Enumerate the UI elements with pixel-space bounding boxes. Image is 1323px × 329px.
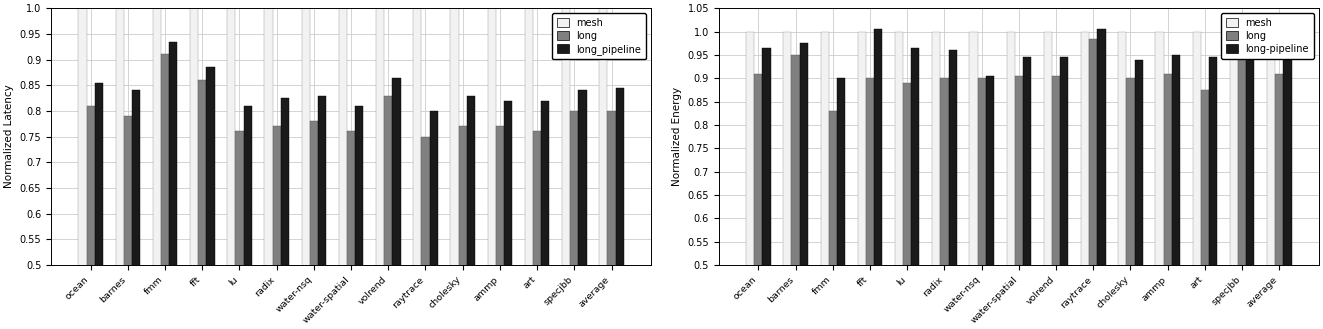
Bar bbox=[132, 90, 140, 329]
Bar bbox=[124, 116, 132, 329]
Bar bbox=[894, 32, 904, 329]
Bar bbox=[1201, 90, 1209, 329]
Bar bbox=[837, 78, 845, 329]
Bar bbox=[169, 41, 177, 329]
Bar bbox=[384, 95, 393, 329]
Bar bbox=[1097, 29, 1106, 329]
Bar bbox=[1192, 32, 1201, 329]
Y-axis label: Normalized Energy: Normalized Energy bbox=[672, 87, 681, 186]
Bar bbox=[875, 29, 882, 329]
Bar bbox=[1246, 41, 1254, 329]
Bar bbox=[1052, 76, 1060, 329]
Bar bbox=[562, 8, 570, 329]
Bar bbox=[1267, 32, 1275, 329]
Bar bbox=[1163, 74, 1172, 329]
Bar bbox=[986, 76, 994, 329]
Bar bbox=[941, 78, 949, 329]
Bar bbox=[525, 8, 533, 329]
Bar bbox=[459, 126, 467, 329]
Bar bbox=[1283, 50, 1291, 329]
Bar bbox=[746, 32, 754, 329]
Bar bbox=[422, 137, 430, 329]
Bar bbox=[828, 111, 837, 329]
Bar bbox=[1209, 57, 1217, 329]
Bar bbox=[1238, 55, 1246, 329]
Bar bbox=[1155, 32, 1163, 329]
Bar bbox=[430, 111, 438, 329]
Bar bbox=[799, 43, 808, 329]
Bar bbox=[228, 8, 235, 329]
Bar bbox=[115, 8, 124, 329]
Bar bbox=[1126, 78, 1135, 329]
Bar bbox=[1275, 74, 1283, 329]
Bar bbox=[1230, 32, 1238, 329]
Bar bbox=[243, 106, 251, 329]
Bar bbox=[235, 132, 243, 329]
Bar bbox=[912, 48, 919, 329]
Bar bbox=[791, 55, 799, 329]
Bar bbox=[302, 8, 310, 329]
Bar bbox=[318, 95, 327, 329]
Bar bbox=[1135, 60, 1143, 329]
Bar bbox=[339, 8, 347, 329]
Bar bbox=[949, 50, 957, 329]
Bar bbox=[607, 111, 615, 329]
Bar bbox=[504, 101, 512, 329]
Bar bbox=[1023, 57, 1031, 329]
Bar bbox=[355, 106, 364, 329]
Bar bbox=[1007, 32, 1015, 329]
Bar bbox=[578, 90, 586, 329]
Bar bbox=[467, 95, 475, 329]
Bar bbox=[413, 8, 422, 329]
Bar bbox=[820, 32, 828, 329]
Bar bbox=[857, 32, 865, 329]
Bar bbox=[450, 8, 459, 329]
Bar bbox=[206, 67, 214, 329]
Bar bbox=[533, 132, 541, 329]
Bar bbox=[599, 8, 607, 329]
Bar bbox=[265, 8, 273, 329]
Bar bbox=[1060, 57, 1068, 329]
Bar bbox=[488, 8, 496, 329]
Bar bbox=[1118, 32, 1126, 329]
Legend: mesh, long, long_pipeline: mesh, long, long_pipeline bbox=[552, 13, 646, 60]
Y-axis label: Normalized Latency: Normalized Latency bbox=[4, 85, 15, 189]
Bar bbox=[762, 48, 771, 329]
Bar bbox=[970, 32, 978, 329]
Bar bbox=[198, 80, 206, 329]
Legend: mesh, long, long-pipeline: mesh, long, long-pipeline bbox=[1221, 13, 1314, 59]
Bar bbox=[1081, 32, 1089, 329]
Bar bbox=[1089, 38, 1097, 329]
Bar bbox=[152, 8, 161, 329]
Bar bbox=[615, 88, 624, 329]
Bar bbox=[783, 32, 791, 329]
Bar bbox=[865, 78, 875, 329]
Bar bbox=[310, 121, 318, 329]
Bar bbox=[754, 74, 762, 329]
Bar bbox=[570, 111, 578, 329]
Bar bbox=[496, 126, 504, 329]
Bar bbox=[393, 78, 401, 329]
Bar bbox=[191, 8, 198, 329]
Bar bbox=[376, 8, 384, 329]
Bar bbox=[1015, 76, 1023, 329]
Bar bbox=[95, 83, 103, 329]
Bar bbox=[1044, 32, 1052, 329]
Bar bbox=[273, 126, 280, 329]
Bar bbox=[1172, 55, 1180, 329]
Bar bbox=[933, 32, 941, 329]
Bar bbox=[541, 101, 549, 329]
Bar bbox=[904, 83, 912, 329]
Bar bbox=[86, 106, 95, 329]
Bar bbox=[78, 8, 86, 329]
Bar bbox=[978, 78, 986, 329]
Bar bbox=[347, 132, 355, 329]
Bar bbox=[280, 98, 288, 329]
Bar bbox=[161, 54, 169, 329]
